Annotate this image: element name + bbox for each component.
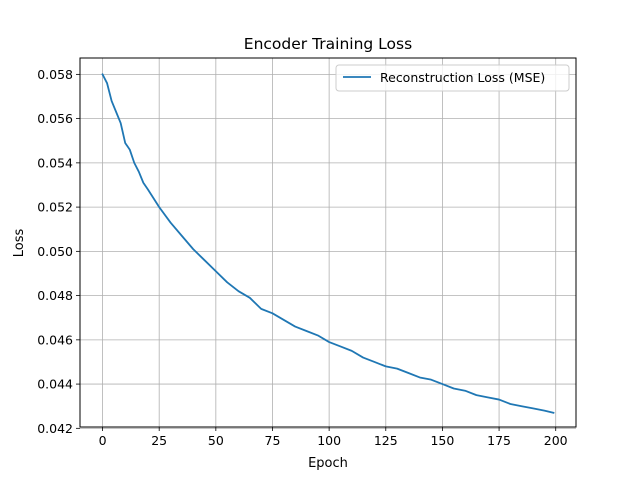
x-tick-label: 175: [487, 433, 511, 448]
chart-title: Encoder Training Loss: [244, 35, 412, 53]
y-axis-ticks: 0.042 0.044 0.046 0.048 0.050 0.052 0.054 0.056…: [37, 67, 80, 436]
x-tick-label: 150: [430, 433, 454, 448]
y-tick-label: 0.046: [37, 332, 73, 347]
y-tick-label: 0.054: [37, 155, 73, 170]
plot-area-frame: [79, 57, 577, 428]
y-axis-label: Loss: [12, 229, 27, 258]
x-tick-label: 25: [151, 433, 167, 448]
series-line: [101, 73, 555, 414]
y-tick-label: 0.052: [37, 200, 73, 215]
grid: [80, 58, 576, 429]
legend-box: [335, 64, 570, 92]
series-layer: [101, 73, 555, 414]
y-tick-label: 0.048: [37, 288, 73, 303]
x-tick-label: 125: [374, 433, 398, 448]
y-tick-label: 0.050: [37, 244, 73, 259]
legend-entry: Reconstruction Loss (MSE): [380, 70, 545, 85]
y-tick-label: 0.058: [37, 67, 73, 82]
legend: Reconstruction Loss (MSE): [335, 64, 570, 92]
x-axis-label: Epoch: [308, 456, 348, 471]
x-tick-label: 200: [544, 433, 568, 448]
x-tick-label: 75: [265, 433, 281, 448]
y-tick-label: 0.056: [37, 111, 73, 126]
y-tick-label: 0.042: [37, 421, 73, 436]
x-axis-ticks: 0 25 50 75 100 125 150 175 200: [99, 427, 568, 448]
x-tick-label: 50: [208, 433, 224, 448]
y-tick-label: 0.044: [37, 377, 73, 392]
x-tick-label: 100: [317, 433, 341, 448]
x-tick-label: 0: [99, 433, 107, 448]
